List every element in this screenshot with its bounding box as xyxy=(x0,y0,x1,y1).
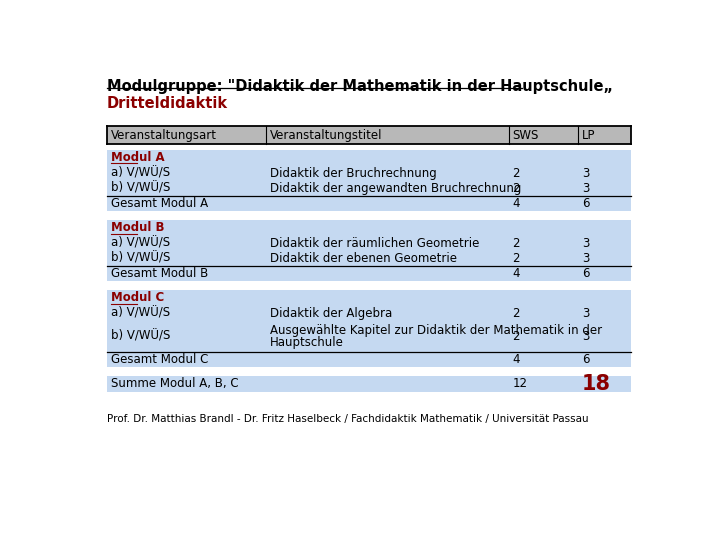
Text: 12: 12 xyxy=(513,377,528,390)
Bar xyxy=(107,220,631,281)
Text: 2: 2 xyxy=(513,252,520,265)
Text: Veranstaltungstitel: Veranstaltungstitel xyxy=(270,129,382,141)
Text: 6: 6 xyxy=(582,353,590,366)
Text: 2: 2 xyxy=(513,181,520,194)
Text: 2: 2 xyxy=(513,307,520,320)
Text: Veranstaltungsart: Veranstaltungsart xyxy=(111,129,217,141)
Text: Modul A: Modul A xyxy=(111,151,164,164)
Text: 4: 4 xyxy=(513,267,520,280)
Text: Didaktik der angewandten Bruchrechnung: Didaktik der angewandten Bruchrechnung xyxy=(270,181,521,194)
Text: Gesamt Modul C: Gesamt Modul C xyxy=(111,353,208,366)
Bar xyxy=(107,290,631,367)
Text: b) V/WÜ/S: b) V/WÜ/S xyxy=(111,181,170,194)
Text: b) V/WÜ/S: b) V/WÜ/S xyxy=(111,252,170,265)
Text: Prof. Dr. Matthias Brandl - Dr. Fritz Haselbeck / Fachdidaktik Mathematik / Univ: Prof. Dr. Matthias Brandl - Dr. Fritz Ha… xyxy=(107,415,588,424)
Text: 3: 3 xyxy=(582,166,590,179)
Bar xyxy=(107,376,631,392)
Text: 4: 4 xyxy=(513,197,520,210)
Text: a) V/WÜ/S: a) V/WÜ/S xyxy=(111,166,170,179)
Text: Modulgruppe: "Didaktik der Mathematik in der Hauptschule„: Modulgruppe: "Didaktik der Mathematik in… xyxy=(107,79,613,94)
Text: Ausgewählte Kapitel zur Didaktik der Mathematik in der: Ausgewählte Kapitel zur Didaktik der Mat… xyxy=(270,323,602,336)
Text: Hauptschule: Hauptschule xyxy=(270,336,343,349)
Text: 6: 6 xyxy=(582,267,590,280)
Text: Gesamt Modul A: Gesamt Modul A xyxy=(111,197,208,210)
Text: Didaktik der ebenen Geometrie: Didaktik der ebenen Geometrie xyxy=(270,252,456,265)
Text: Modul C: Modul C xyxy=(111,292,164,305)
Text: 3: 3 xyxy=(582,181,590,194)
Bar xyxy=(107,126,631,144)
Text: 3: 3 xyxy=(582,237,590,249)
Text: a) V/WÜ/S: a) V/WÜ/S xyxy=(111,307,170,320)
Text: LP: LP xyxy=(582,129,595,141)
Text: SWS: SWS xyxy=(513,129,539,141)
Text: Didaktik der Bruchrechnung: Didaktik der Bruchrechnung xyxy=(270,166,436,179)
Text: Dritteldidaktik: Dritteldidaktik xyxy=(107,96,228,111)
Text: 2: 2 xyxy=(513,330,520,343)
Text: 4: 4 xyxy=(513,353,520,366)
Text: Modul B: Modul B xyxy=(111,221,164,234)
Text: 2: 2 xyxy=(513,237,520,249)
Bar xyxy=(107,150,631,211)
Text: 6: 6 xyxy=(582,197,590,210)
Text: 18: 18 xyxy=(582,374,611,394)
Text: a) V/WÜ/S: a) V/WÜ/S xyxy=(111,237,170,249)
Text: Didaktik der räumlichen Geometrie: Didaktik der räumlichen Geometrie xyxy=(270,237,479,249)
Text: 3: 3 xyxy=(582,307,590,320)
Text: 2: 2 xyxy=(513,166,520,179)
Text: Gesamt Modul B: Gesamt Modul B xyxy=(111,267,208,280)
Text: Summe Modul A, B, C: Summe Modul A, B, C xyxy=(111,377,238,390)
Text: b) V/WÜ/S: b) V/WÜ/S xyxy=(111,330,170,343)
Text: 3: 3 xyxy=(582,330,590,343)
Text: Didaktik der Algebra: Didaktik der Algebra xyxy=(270,307,392,320)
Text: 3: 3 xyxy=(582,252,590,265)
